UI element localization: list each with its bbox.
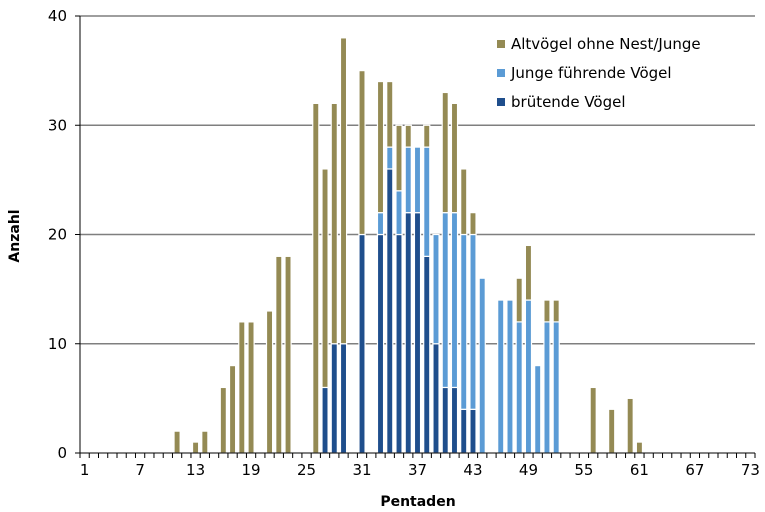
bar-segment-series-2 (515, 277, 523, 323)
y-tick-label: 40 (48, 7, 67, 25)
bar-segment-series-2 (265, 310, 274, 454)
bar-segment-series-0 (423, 255, 431, 454)
bar-segment-series-2 (524, 244, 533, 301)
y-tick-label: 10 (48, 335, 67, 353)
bar-segment-series-2 (441, 91, 449, 214)
x-tick-label: 19 (242, 461, 261, 479)
bar-segment-series-1 (441, 212, 449, 389)
bar-segment-series-2 (339, 37, 348, 345)
legend-label: brütende Vögel (511, 93, 626, 111)
bar-segment-series-1 (386, 146, 394, 170)
bar-segment-series-1 (497, 299, 505, 454)
bar-segment-series-2 (173, 430, 181, 454)
bar-segment-series-0 (358, 233, 366, 454)
legend-label: Junge führende Vögel (510, 64, 672, 82)
bar-segment-series-2 (423, 124, 431, 148)
bar-segment-series-2 (395, 124, 403, 192)
x-tick-label: 49 (519, 461, 538, 479)
bar-segment-series-2 (608, 408, 616, 454)
bar-segment-series-0 (441, 386, 449, 454)
bar-segment-series-0 (413, 212, 422, 454)
bars (173, 37, 644, 454)
bar-segment-series-1 (413, 146, 422, 214)
bar-segment-series-0 (450, 386, 459, 454)
bar-segment-series-2 (247, 321, 255, 454)
bar-segment-series-1 (524, 299, 533, 454)
legend: Altvögel ohne Nest/Junge Junge führende V… (497, 35, 701, 111)
bar-segment-series-0 (404, 212, 412, 454)
bar-segment-series-0 (321, 386, 329, 454)
bar-segment-series-1 (534, 365, 542, 454)
bar-segment-series-2 (321, 168, 329, 389)
x-tick-label: 25 (297, 461, 316, 479)
bar-segment-series-0 (395, 233, 403, 454)
bar-segment-series-1 (404, 146, 412, 214)
bar-segment-series-0 (460, 408, 468, 454)
legend-swatch (497, 69, 505, 77)
bar-segment-series-2 (228, 365, 237, 454)
bar-segment-series-2 (469, 212, 477, 236)
x-tick-label: 55 (574, 461, 593, 479)
x-tick-label: 73 (741, 461, 760, 479)
y-tick-label: 20 (48, 226, 67, 244)
bar-segment-series-2 (376, 80, 385, 214)
x-tick-labels: 1 7 13 19 25 31 37 43 49 55 61 67 73 (80, 461, 760, 479)
bar-segment-series-2 (450, 102, 459, 214)
bar-segment-series-1 (506, 299, 514, 454)
bar-segment-series-2 (358, 70, 366, 236)
x-tick-label: 13 (186, 461, 205, 479)
y-tick-labels: 0 10 20 30 40 (48, 7, 67, 462)
bar-segment-series-2 (219, 386, 227, 454)
legend-swatch (497, 40, 505, 48)
y-axis-title: Anzahl (7, 209, 23, 262)
bar-segment-series-1 (460, 233, 468, 410)
x-tick-label: 67 (685, 461, 704, 479)
bar-segment-series-0 (339, 343, 348, 454)
bar-segment-series-1 (515, 321, 523, 454)
axes (75, 15, 756, 458)
bar-segment-series-0 (376, 233, 385, 454)
bar-segment-series-2 (284, 255, 292, 454)
x-tick-label: 43 (463, 461, 482, 479)
legend-label: Altvögel ohne Nest/Junge (511, 35, 701, 53)
x-tick-label: 31 (352, 461, 371, 479)
bar-segment-series-2 (238, 321, 246, 454)
bar-segment-series-1 (395, 190, 403, 236)
bar-segment-series-0 (330, 343, 338, 454)
y-tick-label: 30 (48, 116, 67, 134)
bar-segment-series-1 (478, 277, 486, 454)
bar-segment-series-1 (469, 233, 477, 410)
bar-segment-series-2 (201, 430, 209, 454)
bar-segment-series-2 (626, 397, 634, 454)
bar-segment-series-1 (423, 146, 431, 257)
bar-segment-series-1 (376, 212, 385, 236)
bar-segment-series-2 (552, 299, 560, 323)
bar-segment-series-0 (432, 343, 440, 454)
bar-segment-series-2 (460, 168, 468, 236)
bar-segment-series-2 (330, 102, 338, 345)
bar-segment-series-2 (312, 102, 320, 454)
bar-segment-series-2 (635, 441, 644, 454)
x-axis-title: Pentaden (380, 494, 455, 510)
bar-segment-series-0 (386, 168, 394, 454)
y-tick-label: 0 (57, 444, 67, 462)
bar-segment-series-2 (543, 299, 551, 323)
x-tick-label: 37 (408, 461, 427, 479)
legend-swatch (497, 98, 505, 106)
bar-segment-series-1 (543, 321, 551, 454)
x-tick-label: 1 (80, 461, 90, 479)
bar-segment-series-1 (432, 233, 440, 345)
bar-segment-series-0 (469, 408, 477, 454)
bar-segment-series-2 (589, 386, 597, 454)
x-tick-label: 61 (630, 461, 649, 479)
bar-segment-series-1 (450, 212, 459, 389)
bar-segment-series-2 (275, 255, 283, 454)
bar-segment-series-2 (191, 441, 200, 454)
bar-segment-series-2 (404, 124, 412, 148)
bar-segment-series-1 (552, 321, 560, 454)
x-tick-label: 7 (135, 461, 145, 479)
bar-segment-series-2 (386, 80, 394, 148)
